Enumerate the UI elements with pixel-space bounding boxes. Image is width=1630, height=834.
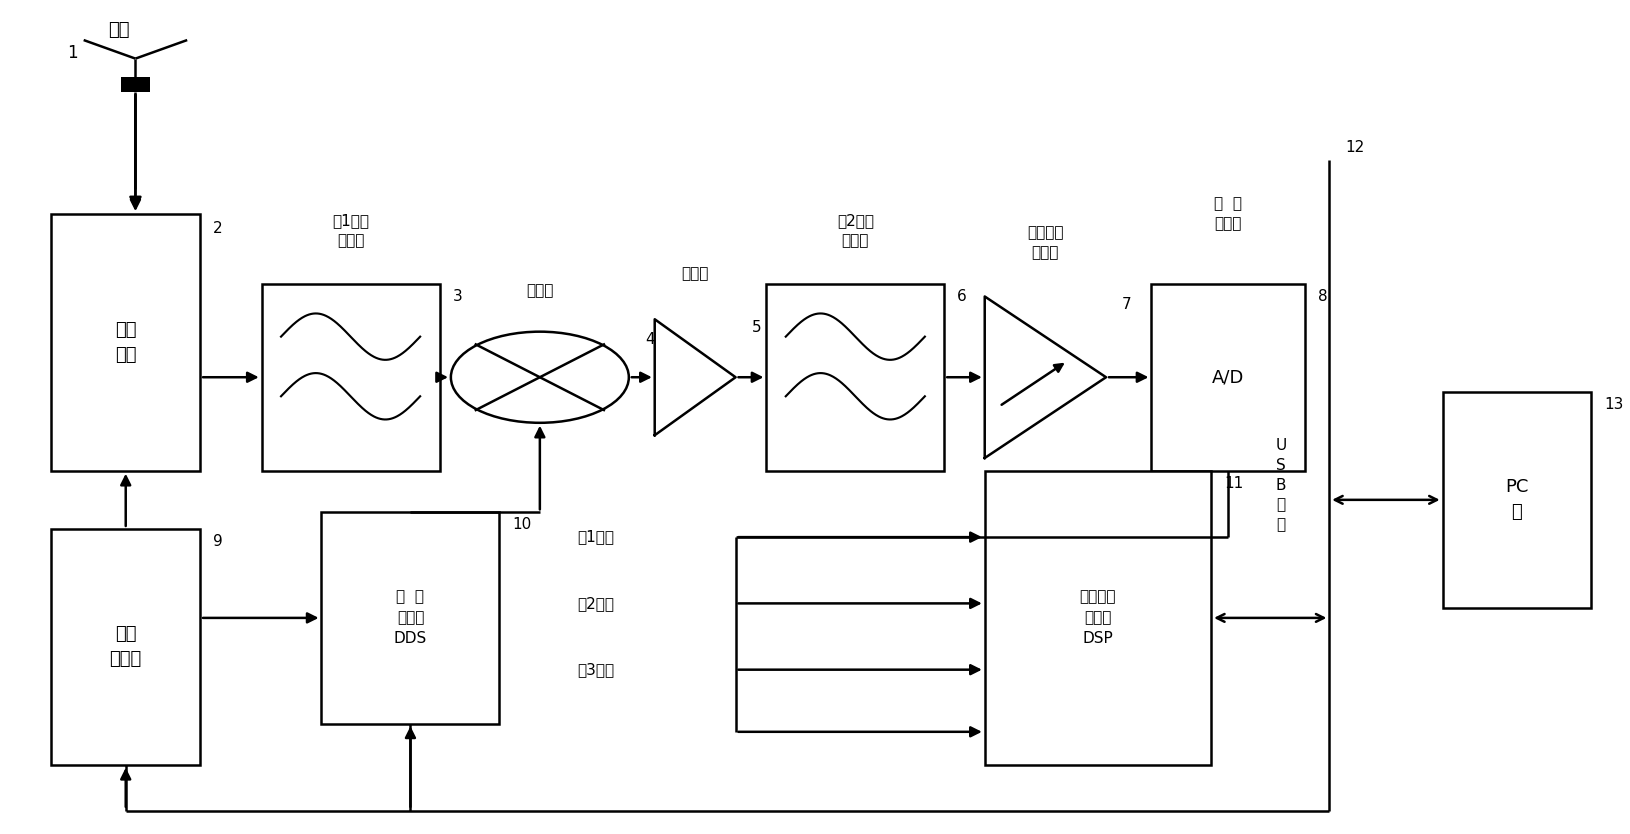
Text: 5: 5 xyxy=(751,320,761,335)
Text: 13: 13 xyxy=(1604,397,1623,412)
Text: A/D: A/D xyxy=(1213,369,1244,387)
Text: 第3通道: 第3通道 xyxy=(577,662,615,677)
Text: 7: 7 xyxy=(1121,297,1131,312)
FancyBboxPatch shape xyxy=(1443,392,1591,607)
Text: 第1带通
滤波器: 第1带通 滤波器 xyxy=(333,214,368,248)
Text: 第1通道: 第1通道 xyxy=(577,530,615,545)
FancyBboxPatch shape xyxy=(51,529,200,765)
FancyBboxPatch shape xyxy=(766,284,944,471)
Text: 模  数
转换器: 模 数 转换器 xyxy=(1214,197,1242,231)
Text: 3: 3 xyxy=(453,289,463,304)
FancyBboxPatch shape xyxy=(985,471,1211,765)
Text: 第2带通
滤波器: 第2带通 滤波器 xyxy=(836,214,874,248)
Text: 混频器: 混频器 xyxy=(526,283,554,298)
Text: 放大器: 放大器 xyxy=(681,266,709,281)
Text: 6: 6 xyxy=(957,289,967,304)
FancyBboxPatch shape xyxy=(261,284,440,471)
Text: 1: 1 xyxy=(67,44,78,63)
Text: 同步
控制器: 同步 控制器 xyxy=(109,626,142,668)
Text: 收发
开关: 收发 开关 xyxy=(116,321,137,364)
Text: 9: 9 xyxy=(214,534,223,549)
Text: 天线: 天线 xyxy=(109,21,130,39)
FancyBboxPatch shape xyxy=(121,78,150,92)
Text: PC
机: PC 机 xyxy=(1504,479,1529,521)
Text: 8: 8 xyxy=(1319,289,1327,304)
FancyBboxPatch shape xyxy=(1151,284,1306,471)
Text: 数字信号
处理器
DSP: 数字信号 处理器 DSP xyxy=(1079,590,1117,646)
FancyBboxPatch shape xyxy=(321,512,499,724)
Circle shape xyxy=(452,332,629,423)
Text: 本  振
频率源
DDS: 本 振 频率源 DDS xyxy=(394,590,427,646)
Text: 10: 10 xyxy=(512,517,531,532)
FancyBboxPatch shape xyxy=(51,214,200,471)
Text: U
S
B
总
线: U S B 总 线 xyxy=(1275,438,1286,532)
Text: 2: 2 xyxy=(214,222,223,237)
Text: 4: 4 xyxy=(645,333,655,348)
Text: 可调增益
放大器: 可调增益 放大器 xyxy=(1027,225,1064,260)
Text: 12: 12 xyxy=(1345,140,1364,155)
Text: 第2通道: 第2通道 xyxy=(577,596,615,610)
Text: 11: 11 xyxy=(1224,475,1244,490)
